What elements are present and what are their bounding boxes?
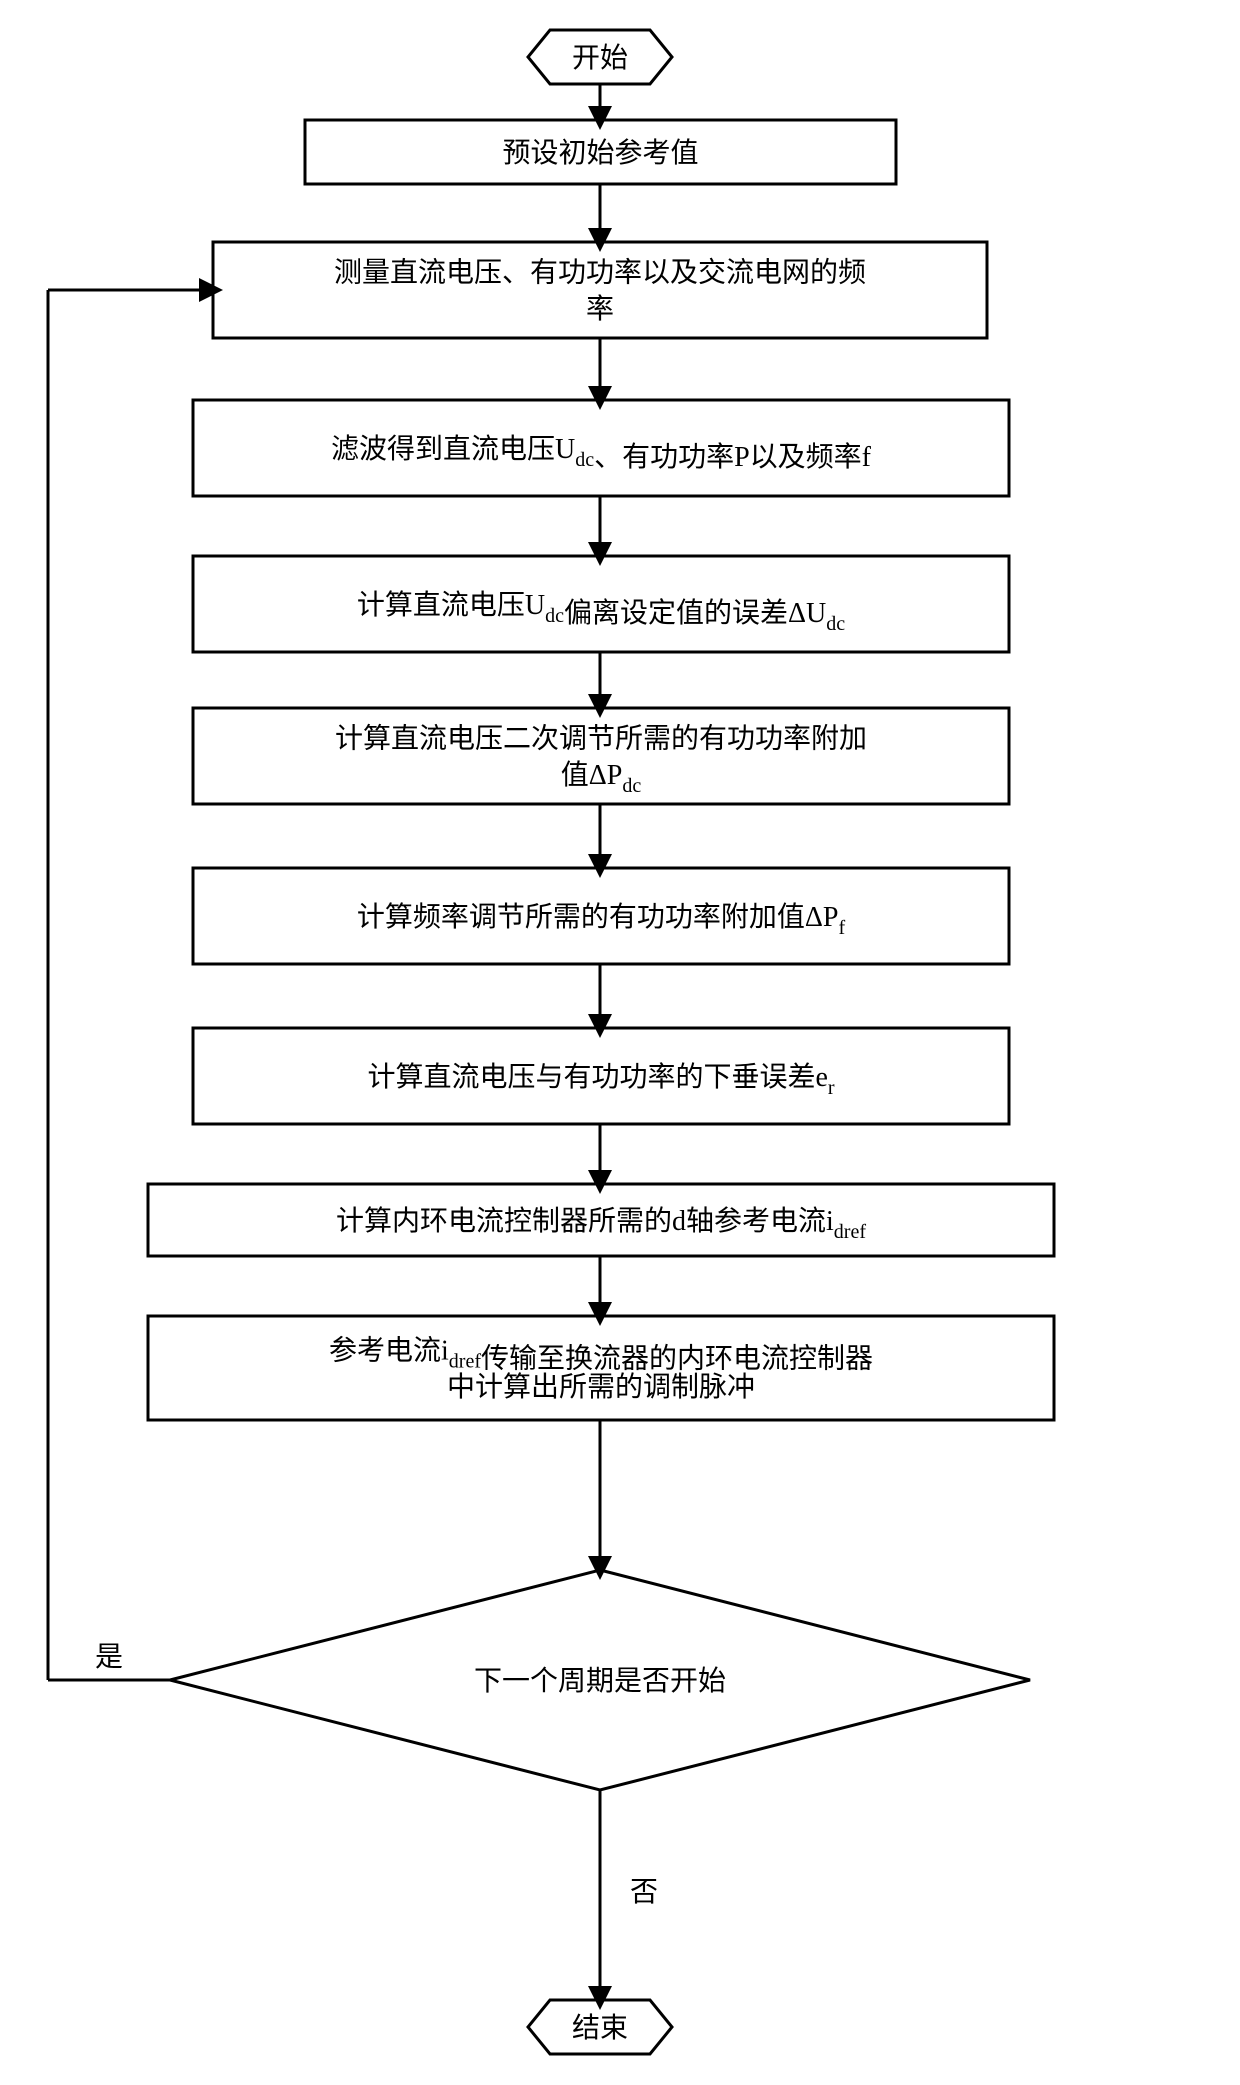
step-s8-label: 计算内环电流控制器所需的d轴参考电流idref [336, 1205, 866, 1243]
decision-label: 下一个周期是否开始 [474, 1665, 726, 1697]
step-s2-label: 测量直流电压、有功功率以及交流电网的频率 [334, 257, 866, 325]
step-s3-label: 滤波得到直流电压Udc、有功功率P以及频率f [331, 433, 872, 473]
end-label: 结束 [572, 2012, 628, 2044]
step-s9-label: 参考电流idref传输至换流器的内环电流控制器中计算出所需的调制脉冲 [329, 1335, 873, 1403]
yes-label: 是 [95, 1642, 123, 1673]
step-s4-label: 计算直流电压Udc偏离设定值的误差ΔUdc [357, 589, 845, 635]
start-label: 开始 [572, 42, 628, 74]
step-s1-label: 预设初始参考值 [502, 137, 698, 169]
step-s5-label: 计算直流电压二次调节所需的有功功率附加值ΔPdc [335, 723, 867, 797]
no-label: 否 [630, 1877, 658, 1908]
step-s6-label: 计算频率调节所需的有功功率附加值ΔPf [357, 901, 846, 939]
step-s7-label: 计算直流电压与有功功率的下垂误差er [367, 1061, 834, 1099]
